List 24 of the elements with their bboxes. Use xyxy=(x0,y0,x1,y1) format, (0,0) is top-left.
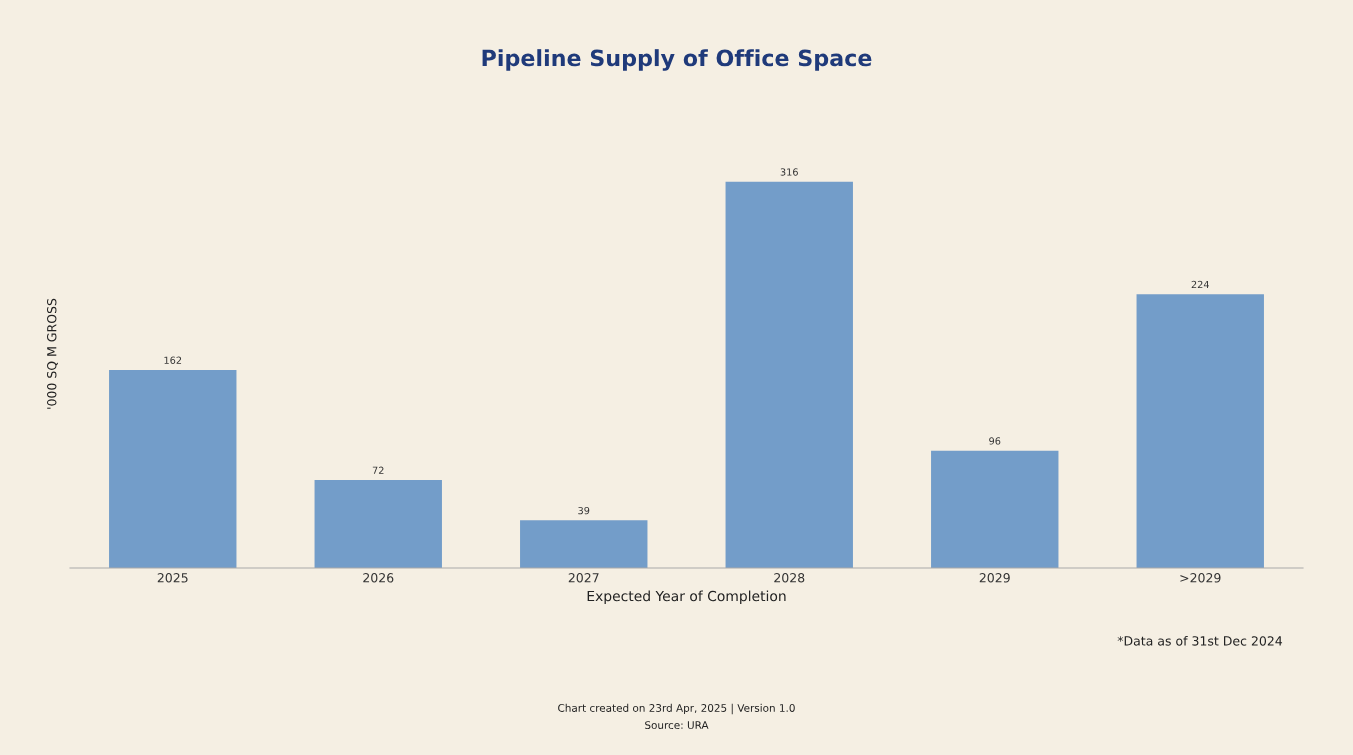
bar xyxy=(931,450,1059,568)
data-label: 162 xyxy=(164,356,182,364)
x-tick-label: 2025 xyxy=(157,573,188,583)
x-tick-label: >2029 xyxy=(1180,573,1221,583)
x-axis-title: Expected Year of Completion xyxy=(587,590,786,604)
y-axis-title: '000 SQ M GROSS xyxy=(47,298,58,409)
text: Chart created on 23rd Apr, 2025 | Version 1.0 xyxy=(558,703,795,715)
bar xyxy=(314,479,442,568)
data-label: 224 xyxy=(1191,280,1209,288)
x-tick-label: 2029 xyxy=(979,573,1010,583)
bar xyxy=(109,369,237,568)
data-label: 96 xyxy=(989,437,1001,445)
bar xyxy=(1136,294,1264,568)
data-label: 39 xyxy=(578,506,590,515)
x-tick-label: 2026 xyxy=(363,573,394,583)
data-label: 72 xyxy=(372,466,384,474)
x-tick-label: 2027 xyxy=(568,573,599,583)
x-tick-label: 2028 xyxy=(774,573,805,583)
chart-title: Pipeline Supply of Office Space xyxy=(482,49,872,71)
source-note: Source: URA xyxy=(645,721,709,730)
bar xyxy=(725,181,853,568)
text: *Data as of 31st Dec 2024 xyxy=(1117,635,1283,646)
data-label: 316 xyxy=(780,168,798,176)
bar xyxy=(520,520,648,568)
